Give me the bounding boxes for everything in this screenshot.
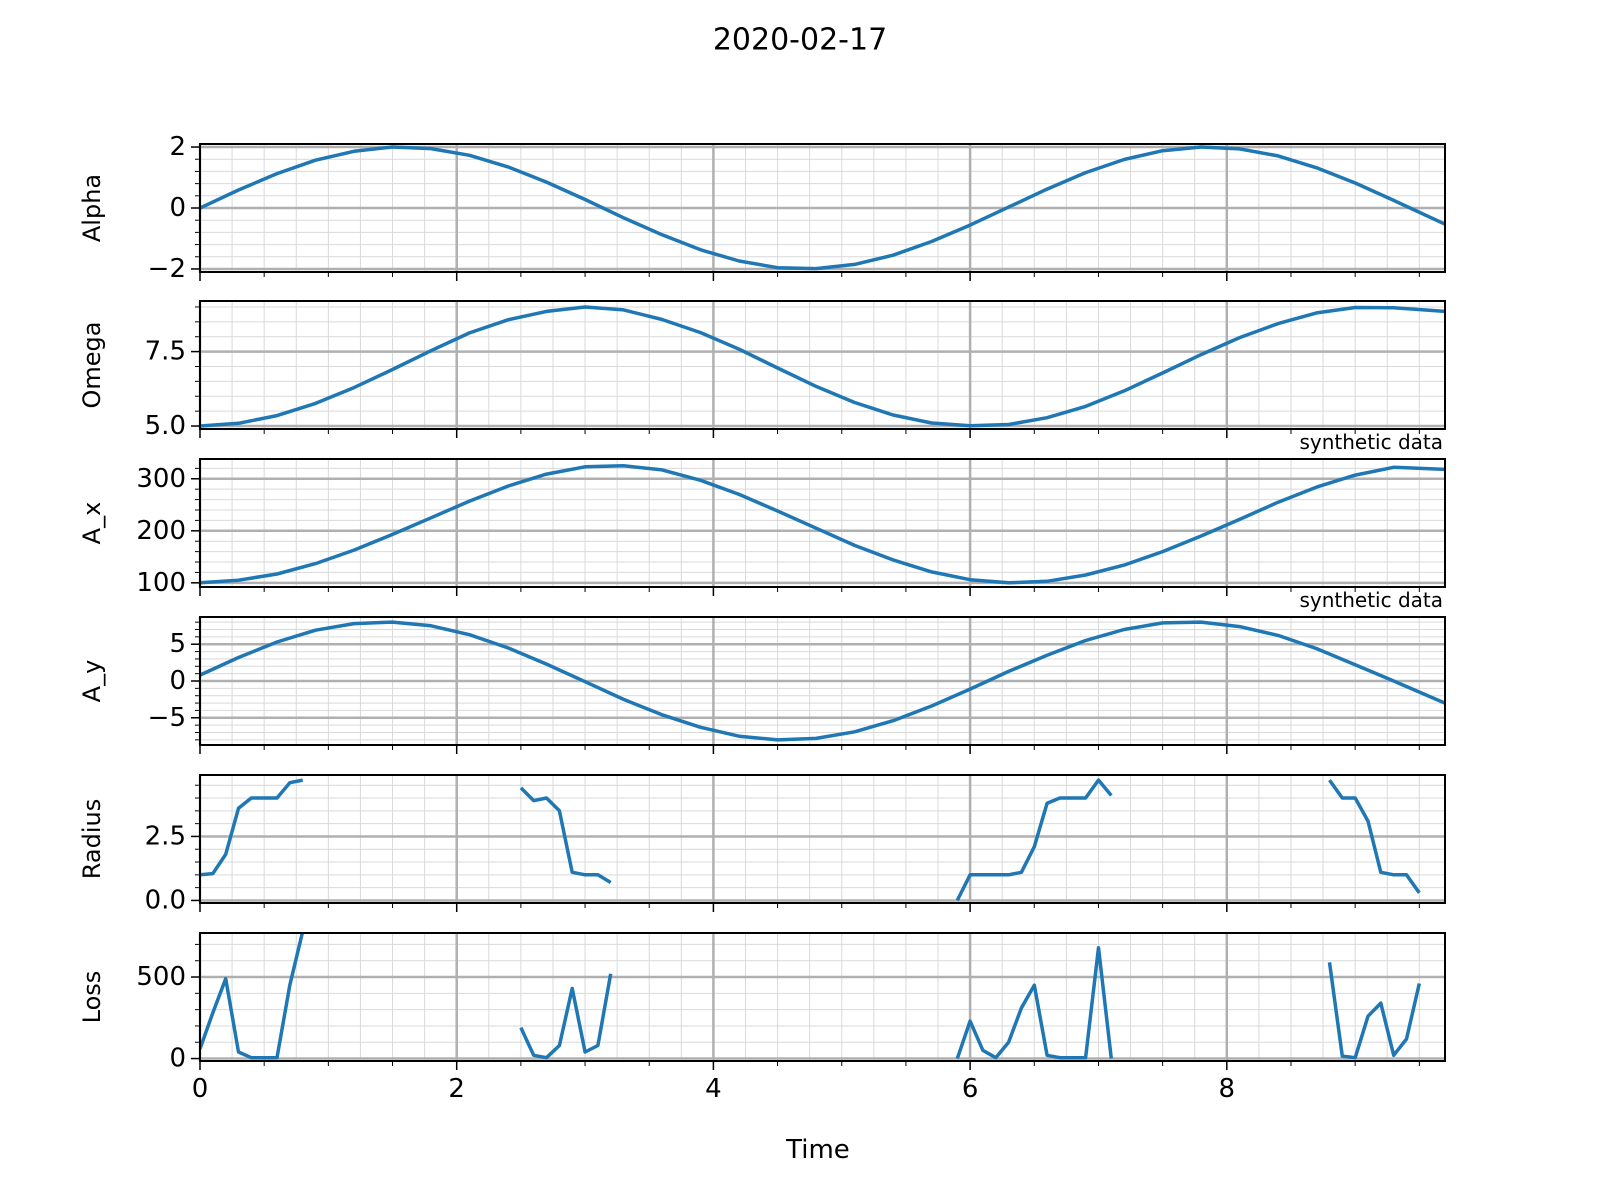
x-tick-label: 6 <box>962 1074 979 1104</box>
series-line <box>1327 962 1422 1060</box>
y-tick-label: 500 <box>136 962 186 992</box>
y-tick-label: 2.5 <box>145 821 186 851</box>
y-tick-label: 7.5 <box>145 337 186 367</box>
series-line <box>955 945 1114 1060</box>
y-tick-label: 0 <box>169 193 186 223</box>
y-tick-label: 200 <box>136 516 186 546</box>
subplot-loss: 0 500 0 2 4 6 8 Loss <box>78 932 1446 1104</box>
series-line <box>519 973 613 1060</box>
y-axis-label: A_x <box>78 502 106 545</box>
y-tick-label: −5 <box>148 703 186 733</box>
subplots-container: −202Alpha5.07.5Omega100200300A_xsyntheti… <box>78 132 1446 1104</box>
axes-frame <box>199 458 1446 588</box>
y-tick-label: 300 <box>136 464 186 494</box>
y-tick-label: 0 <box>169 1044 186 1074</box>
x-axis-label: Time <box>785 1135 850 1165</box>
y-tick-label: 5 <box>169 629 186 659</box>
x-tick-label: 4 <box>705 1074 722 1104</box>
series-line <box>200 933 305 1060</box>
series-line <box>200 778 304 877</box>
axes-frame <box>199 932 1446 1062</box>
annotation-label: synthetic data <box>1299 430 1443 454</box>
subplot-alpha: −2 0 2 Alpha <box>78 132 1446 284</box>
subplot-omega: 5.0 7.5 Omega <box>78 300 1446 441</box>
series-line <box>1328 779 1421 894</box>
series-line <box>519 786 612 884</box>
y-axis-label: Alpha <box>78 174 106 242</box>
series-line <box>200 620 1445 742</box>
x-tick-label: 0 <box>192 1074 209 1104</box>
x-tick-label: 2 <box>448 1074 465 1104</box>
subplot-radius: 0.0 2.5 Radius <box>78 774 1446 915</box>
figure-title: 2020-02-17 <box>713 23 887 58</box>
annotation-label: synthetic data <box>1299 588 1443 612</box>
series-line <box>955 778 1113 902</box>
y-axis-label: Radius <box>78 799 106 879</box>
y-axis-label: Omega <box>78 322 106 409</box>
x-tick-label: 8 <box>1219 1074 1236 1104</box>
axes-frame <box>199 300 1446 430</box>
series-line <box>200 464 1445 585</box>
y-tick-label: 5.0 <box>145 411 186 441</box>
y-tick-label: 100 <box>136 568 186 598</box>
subplot-a-y: −5 0 5 A_y synthetic data <box>78 588 1446 754</box>
y-axis-label: A_y <box>78 660 106 703</box>
y-tick-label: 0.0 <box>145 885 186 915</box>
y-axis-label: Loss <box>78 971 106 1024</box>
y-tick-label: −2 <box>148 254 186 284</box>
series-line <box>200 145 1445 271</box>
subplot-a-x: 100 200 300 A_x synthetic data <box>78 430 1446 598</box>
series-line <box>200 305 1445 428</box>
y-tick-label: 0 <box>169 666 186 696</box>
y-tick-label: 2 <box>169 132 186 162</box>
axes-frame <box>199 774 1446 904</box>
